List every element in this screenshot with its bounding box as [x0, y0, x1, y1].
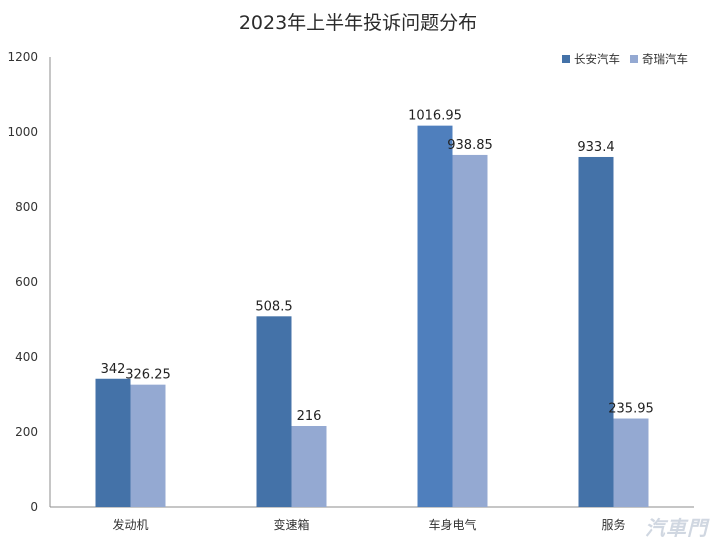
bar: [613, 418, 649, 507]
data-label: 342: [101, 362, 126, 377]
y-tick-label: 0: [30, 500, 38, 514]
bar: [291, 426, 327, 507]
bar: [95, 378, 131, 507]
data-label: 508.5: [255, 299, 292, 314]
legend-label-series-1: 长安汽车: [574, 52, 620, 66]
y-tick-label: 400: [15, 350, 38, 364]
legend-item-series-1: 长安汽车: [562, 51, 620, 67]
x-tick-label: 发动机: [112, 517, 148, 532]
x-tick-label: 车身电气: [428, 517, 476, 532]
data-label: 326.25: [125, 368, 171, 383]
legend-item-series-2: 奇瑞汽车: [630, 51, 688, 67]
legend-swatch-series-1: [562, 55, 570, 63]
watermark-logo: 汽車門: [645, 516, 708, 540]
data-label: 938.85: [447, 138, 493, 153]
data-label: 235.95: [608, 402, 654, 417]
chart-title: 2023年上半年投诉问题分布: [238, 12, 478, 34]
y-tick-label: 1000: [7, 125, 38, 139]
y-tick-label: 1200: [7, 50, 38, 64]
x-tick-label: 变速箱: [273, 517, 309, 532]
y-tick-label: 800: [15, 200, 38, 214]
y-tick-label: 600: [15, 275, 38, 289]
data-label: 1016.95: [408, 109, 462, 124]
data-label: 216: [297, 409, 322, 424]
bar: [417, 125, 453, 508]
x-tick-label: 服务: [601, 517, 625, 532]
legend-label-series-2: 奇瑞汽车: [642, 52, 688, 66]
bar: [130, 384, 166, 507]
bar: [578, 156, 614, 507]
legend-swatch-series-2: [630, 55, 638, 63]
bar: [452, 154, 488, 507]
data-label: 933.4: [577, 140, 614, 155]
chart-legend: 长安汽车 奇瑞汽车: [562, 51, 688, 67]
y-tick-label: 200: [15, 425, 38, 439]
bar: [256, 316, 292, 507]
